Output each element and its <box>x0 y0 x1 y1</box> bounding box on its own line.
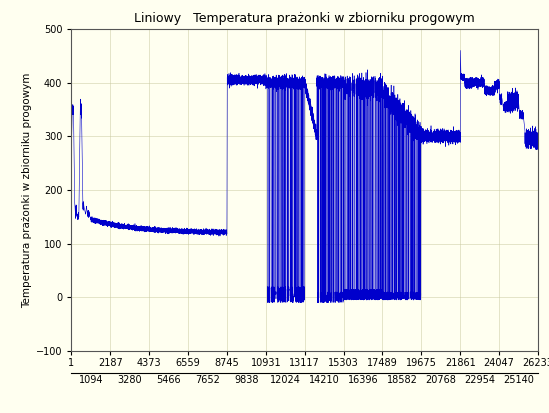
Title: Liniowy   Temperatura prażonki w zbiorniku progowym: Liniowy Temperatura prażonki w zbiorniku… <box>135 12 475 25</box>
Y-axis label: Temperatura prażonki w zbiorniku progowym: Temperatura prażonki w zbiorniku progowy… <box>21 72 32 308</box>
